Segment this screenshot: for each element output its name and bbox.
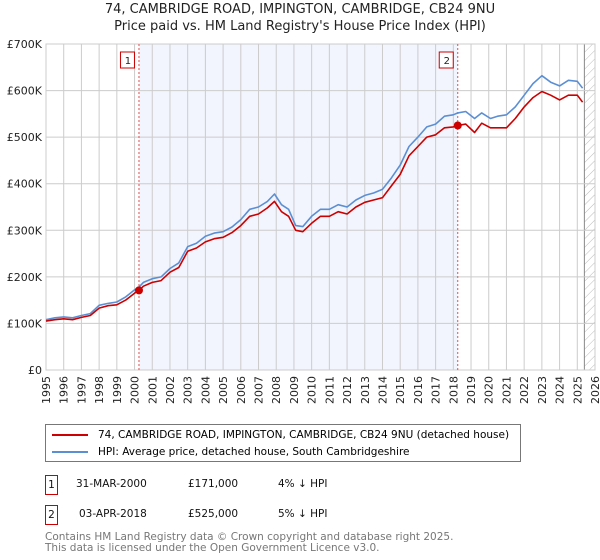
- transaction-hpi-diff: 5% ↓ HPI: [278, 508, 328, 520]
- transaction-badge: 2: [45, 505, 58, 525]
- transaction-date: 31-MAR-2000: [76, 478, 147, 490]
- x-tick-label: 2023: [536, 376, 549, 404]
- chart-title: 74, CAMBRIDGE ROAD, IMPINGTON, CAMBRIDGE…: [104, 2, 496, 17]
- y-tick-label: £600K: [7, 85, 43, 98]
- x-tick-label: 2007: [253, 376, 266, 404]
- x-tick-label: 2012: [341, 376, 354, 404]
- y-tick-label: £0: [28, 364, 42, 377]
- x-tick-label: 1996: [58, 376, 71, 404]
- transaction-row: 1 31-MAR-2000 £171,000 4% ↓ HPI: [45, 475, 445, 495]
- legend-label-property: 74, CAMBRIDGE ROAD, IMPINGTON, CAMBRIDGE…: [98, 429, 510, 441]
- x-tick-label: 2026: [589, 376, 600, 404]
- sale-point: [453, 121, 462, 130]
- x-tick-label: 2022: [518, 376, 531, 404]
- blue-line-swatch: [52, 451, 88, 453]
- sale-point: [134, 286, 143, 295]
- y-tick-label: £400K: [7, 178, 43, 191]
- marker-badge: [438, 51, 454, 69]
- transaction-price: £171,000: [188, 478, 239, 490]
- legend-item-property: 74, CAMBRIDGE ROAD, IMPINGTON, CAMBRIDGE…: [46, 427, 509, 443]
- y-tick-label: £200K: [7, 271, 43, 284]
- x-tick-label: 2017: [430, 376, 443, 404]
- x-tick-label: 2021: [500, 376, 513, 404]
- x-tick-label: 2003: [182, 376, 195, 404]
- y-tick-label: £300K: [7, 224, 43, 237]
- x-tick-label: 2025: [571, 376, 584, 404]
- x-tick-label: 2002: [164, 376, 177, 404]
- x-tick-label: 2019: [465, 376, 478, 404]
- x-tick-label: 2001: [146, 376, 159, 404]
- transaction-row: 2 03-APR-2018 £525,000 5% ↓ HPI: [45, 505, 445, 525]
- y-tick-label: £700K: [7, 38, 43, 51]
- transaction-price: £525,000: [188, 508, 239, 520]
- x-tick-label: 1995: [40, 376, 53, 404]
- y-tick-label: £500K: [7, 131, 43, 144]
- x-tick-label: 2013: [359, 376, 372, 404]
- red-line-swatch: [52, 434, 88, 436]
- shaded-period: [138, 44, 458, 370]
- legend-item-hpi: HPI: Average price, detached house, Sout…: [46, 444, 410, 460]
- x-tick-label: 2024: [554, 376, 567, 404]
- x-tick-label: 2009: [288, 376, 301, 404]
- x-tick-label: 2011: [323, 376, 336, 404]
- transaction-hpi-diff: 4% ↓ HPI: [278, 478, 328, 490]
- x-tick-label: 2014: [376, 376, 389, 404]
- x-tick-label: 1998: [93, 376, 106, 404]
- legend: 74, CAMBRIDGE ROAD, IMPINGTON, CAMBRIDGE…: [45, 424, 521, 462]
- x-tick-label: 2000: [129, 376, 142, 404]
- legend-label-hpi: HPI: Average price, detached house, Sout…: [98, 446, 410, 458]
- transaction-date: 03-APR-2018: [79, 508, 147, 520]
- x-tick-label: 2008: [270, 376, 283, 404]
- marker-badge: [119, 51, 135, 69]
- marker-badge-label: 1: [125, 56, 131, 67]
- hatched-future-region: [584, 44, 595, 370]
- x-tick-label: 1997: [75, 376, 88, 404]
- x-tick-label: 2010: [306, 376, 319, 404]
- plot-frame: [45, 43, 596, 371]
- marker-badge-label: 2: [444, 56, 450, 67]
- y-tick-label: £100K: [7, 317, 43, 330]
- footer-copyright: Contains HM Land Registry data © Crown c…: [45, 531, 454, 543]
- x-tick-label: 2006: [235, 376, 248, 404]
- chart-subtitle: Price paid vs. HM Land Registry's House …: [114, 19, 486, 34]
- price-chart: 1995 1996 1997 1998 1999 2000 2001 2002 2003 2004…: [7, 38, 600, 404]
- x-tick-label: 2016: [412, 376, 425, 404]
- x-tick-label: 2005: [217, 376, 230, 404]
- x-tick-label: 2015: [394, 376, 407, 404]
- footer-licence: This data is licensed under the Open Gov…: [45, 542, 380, 554]
- x-tick-label: 2018: [447, 376, 460, 404]
- x-tick-label: 2004: [199, 376, 212, 404]
- x-tick-label: 1999: [111, 376, 124, 404]
- transaction-badge: 1: [45, 475, 58, 495]
- footer: Contains HM Land Registry data © Crown c…: [45, 532, 453, 554]
- x-tick-label: 2020: [483, 376, 496, 404]
